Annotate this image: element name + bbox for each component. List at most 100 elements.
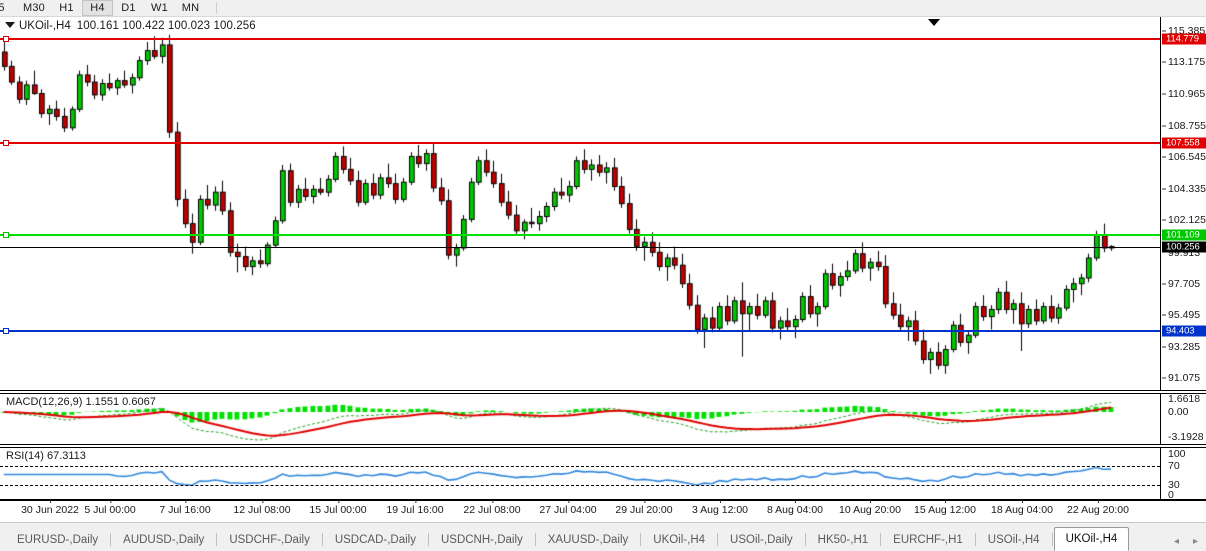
rsi-canvas [0,448,1160,499]
rsi-label: RSI(14) 67.3113 [4,450,88,462]
chart-tab[interactable]: USOil-,Daily [730,534,793,546]
timeframe-h1-button[interactable]: H1 [59,2,74,14]
price-axis-tag-green[interactable]: 101.109 [1162,229,1206,241]
price-plot[interactable] [0,17,1160,390]
symbol-info-label: UKOil-,H4 100.161 100.422 100.023 100.256 [5,20,256,32]
candlestick-canvas [0,17,1160,390]
timeframe-m5-button[interactable]: 5 [0,2,5,14]
time-axis-tick: 22 Jul 08:00 [463,500,521,516]
price-axis-tag-red[interactable]: 107.558 [1162,137,1206,149]
time-axis-tick: 12 Jul 08:00 [233,500,291,516]
chart-tab[interactable]: USDCAD-,Daily [334,534,416,546]
chart-tab[interactable]: USDCNH-,Daily [440,534,523,546]
rsi-level-30 [0,485,1160,486]
chart-tab[interactable]: XAUUSD-,Daily [547,534,629,546]
tab-divider [427,533,429,546]
tab-divider [534,533,536,546]
rsi-axis-tick: 30 [1168,479,1180,491]
rsi-axis-tick: 0 [1168,489,1174,501]
macd-axis: 1.6618 0.00 -3.1928 [1160,393,1206,444]
rsi-level-70 [0,466,1160,467]
tab-divider [974,533,976,546]
horizontal-level-red[interactable] [0,36,1160,43]
chart-tab[interactable]: EURUSD-,Daily [17,534,99,546]
tab-divider [717,533,719,546]
tab-divider [110,533,112,546]
time-axis-tick: 18 Aug 04:00 [991,500,1053,516]
rsi-plot[interactable] [0,448,1160,499]
chart-tab-active[interactable]: UKOil-,H4 [1053,527,1130,551]
price-axis-tick: 97.705 [1161,278,1206,290]
price-axis-tag-red[interactable]: 114.779 [1162,33,1206,45]
timeframe-m30-button[interactable]: M30 [23,2,45,14]
tab-scroll-controls: ◂ ▸ [1174,536,1206,551]
rsi-axis-tick: 70 [1168,460,1180,472]
horizontal-level-blue[interactable] [0,327,1160,334]
time-axis-tick: 8 Aug 04:00 [767,500,823,516]
price-axis-tick: 104.335 [1161,183,1206,195]
time-axis-tick: 15 Aug 12:00 [914,500,976,516]
time-axis-tick: 15 Jul 00:00 [309,500,367,516]
time-axis-tick: 3 Aug 12:00 [692,500,748,516]
chart-tab[interactable]: USDCHF-,Daily [229,534,310,546]
horizontal-level-red[interactable] [0,139,1160,146]
chart-tab[interactable]: EURCHF-,H1 [893,534,963,546]
macd-axis-tick: -3.1928 [1168,431,1204,443]
level-drag-handle[interactable] [3,36,9,43]
price-axis-tick: 102.125 [1161,214,1206,226]
level-drag-handle[interactable] [3,327,9,334]
price-axis-tick: 115.385 [1161,25,1206,37]
price-axis-tag-blue[interactable]: 94.403 [1162,325,1206,337]
chart-tab[interactable]: HK50-,H1 [817,534,869,546]
level-drag-handle[interactable] [3,231,9,238]
macd-axis-tick: 0.00 [1168,406,1189,418]
timeframe-d1-button[interactable]: D1 [121,2,136,14]
symbol-name: UKOil-,H4 [19,20,71,32]
chart-tab-bar[interactable]: EURUSD-,Daily AUDUSD-,Daily USDCHF-,Daily U… [0,522,1206,551]
macd-pane[interactable]: MACD(12,26,9) 1.1551 0.6067 1.6618 0.00 -3… [0,393,1206,445]
macd-label: MACD(12,26,9) 1.1551 0.6067 [4,396,158,408]
chart-tab[interactable]: UKOil-,H4 [653,534,706,546]
timeframe-mn-button[interactable]: MN [181,2,200,14]
price-axis-tick: 113.175 [1161,56,1206,68]
rsi-pane[interactable]: RSI(14) 67.3113 100 70 30 0 [0,447,1206,501]
tab-scroll-left-icon[interactable]: ◂ [1173,536,1179,547]
price-axis-tick: 108.755 [1161,120,1206,132]
price-axis-tag-black[interactable]: 100.256 [1162,241,1206,253]
price-axis-tick: 91.075 [1161,372,1206,384]
tab-divider [1051,533,1053,546]
price-axis-tick: 110.965 [1161,88,1206,100]
toolbar-separator [216,2,217,14]
timeframe-toolbar: 5 M30 H1 H4 D1 W1 MN [0,0,1206,17]
price-axis[interactable]: 115.385 113.175 110.965 108.755 106.545 104.3… [1160,17,1206,390]
time-axis-tick: 19 Jul 16:00 [386,500,444,516]
price-axis-tick: 93.285 [1161,341,1206,353]
time-axis[interactable]: 30 Jun 2022 5 Jul 00:00 7 Jul 16:00 12 Jul … [0,500,1206,522]
chevron-down-icon[interactable] [5,21,15,28]
tab-divider [216,533,218,546]
rsi-axis: 100 70 30 0 [1160,448,1206,501]
time-axis-tick: 29 Jul 20:00 [615,500,673,516]
macd-axis-tick: 1.6618 [1168,393,1201,405]
tab-scroll-right-icon[interactable]: ▸ [1192,536,1198,547]
time-axis-tick: 30 Jun 2022 [21,500,79,516]
timeframe-h4-button[interactable]: H4 [82,0,113,16]
level-drag-handle[interactable] [3,139,9,146]
price-axis-tick: 95.495 [1161,309,1206,321]
macd-plot[interactable] [0,394,1160,444]
tab-divider [321,533,323,546]
chart-area[interactable]: UKOil-,H4 100.161 100.422 100.023 100.256… [0,17,1206,522]
chart-tab[interactable]: AUDUSD-,Daily [123,534,205,546]
time-axis-tick: 10 Aug 20:00 [839,500,901,516]
chart-tab[interactable]: USOil-,H4 [987,534,1040,546]
horizontal-level-green[interactable] [0,231,1160,238]
timeframe-w1-button[interactable]: W1 [151,2,168,14]
tab-divider [880,533,882,546]
ohlc-quotes: 100.161 100.422 100.023 100.256 [76,20,256,32]
period-separator-marker [928,19,940,26]
price-pane[interactable]: UKOil-,H4 100.161 100.422 100.023 100.256… [0,17,1206,391]
time-axis-tick: 7 Jul 16:00 [159,500,211,516]
time-axis-tick: 27 Jul 04:00 [539,500,597,516]
horizontal-level-black[interactable] [0,247,1160,249]
tab-divider [804,533,806,546]
